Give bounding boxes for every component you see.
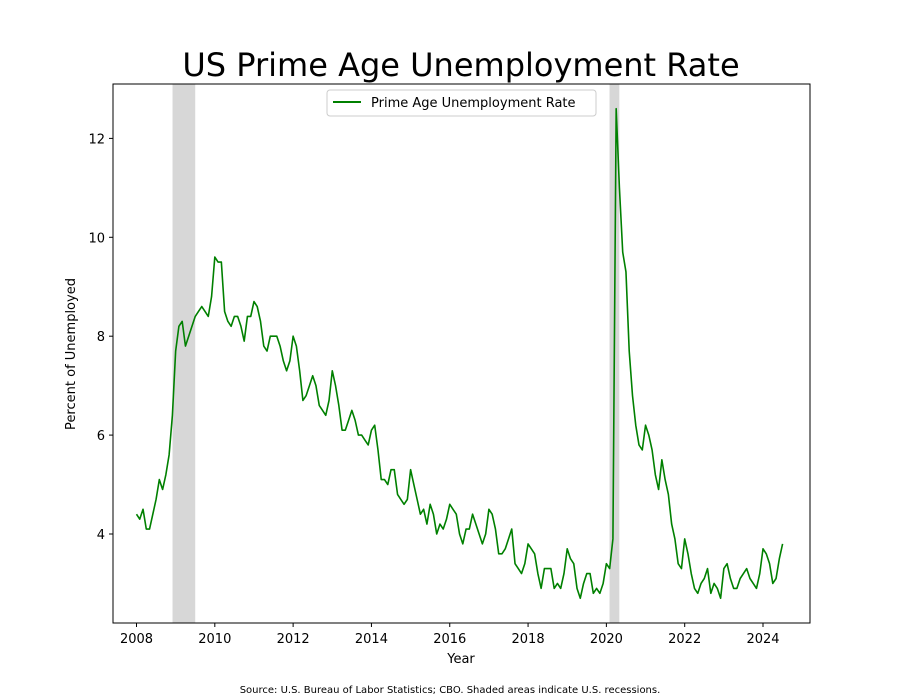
source-note: Source: U.S. Bureau of Labor Statistics;… (240, 685, 661, 696)
y-tick-label: 6 (97, 429, 105, 444)
chart-title: US Prime Age Unemployment Rate (182, 46, 739, 84)
x-axis: 2008 2010 2012 2014 2016 2018 2020 2022 2024 (120, 623, 780, 647)
plot-frame (112, 83, 811, 624)
recession-band-0 (172, 84, 196, 623)
x-tick-label: 2022 (668, 632, 701, 647)
x-tick-label: 2012 (277, 632, 310, 647)
series-line-0 (135, 107, 784, 600)
y-axis-label: Percent of Unemployed (64, 278, 79, 430)
recession-bands (172, 84, 620, 623)
series-layer (135, 107, 784, 600)
y-tick-label: 8 (97, 330, 105, 345)
x-tick-label: 2008 (120, 632, 153, 647)
y-tick-label: 12 (88, 132, 105, 147)
y-tick-label: 10 (88, 231, 105, 246)
x-tick-label: 2016 (433, 632, 466, 647)
legend-label: Prime Age Unemployment Rate (371, 96, 576, 111)
x-tick-label: 2024 (746, 632, 779, 647)
x-tick-label: 2018 (512, 632, 545, 647)
legend: Prime Age Unemployment Rate (326, 89, 597, 117)
x-tick-label: 2020 (590, 632, 623, 647)
x-tick-label: 2014 (355, 632, 388, 647)
y-tick-label: 4 (97, 528, 105, 543)
x-tick-label: 2010 (198, 632, 231, 647)
legend-box (326, 89, 597, 117)
y-axis: 4 6 8 10 12 (88, 132, 113, 543)
x-axis-label: Year (446, 652, 475, 667)
